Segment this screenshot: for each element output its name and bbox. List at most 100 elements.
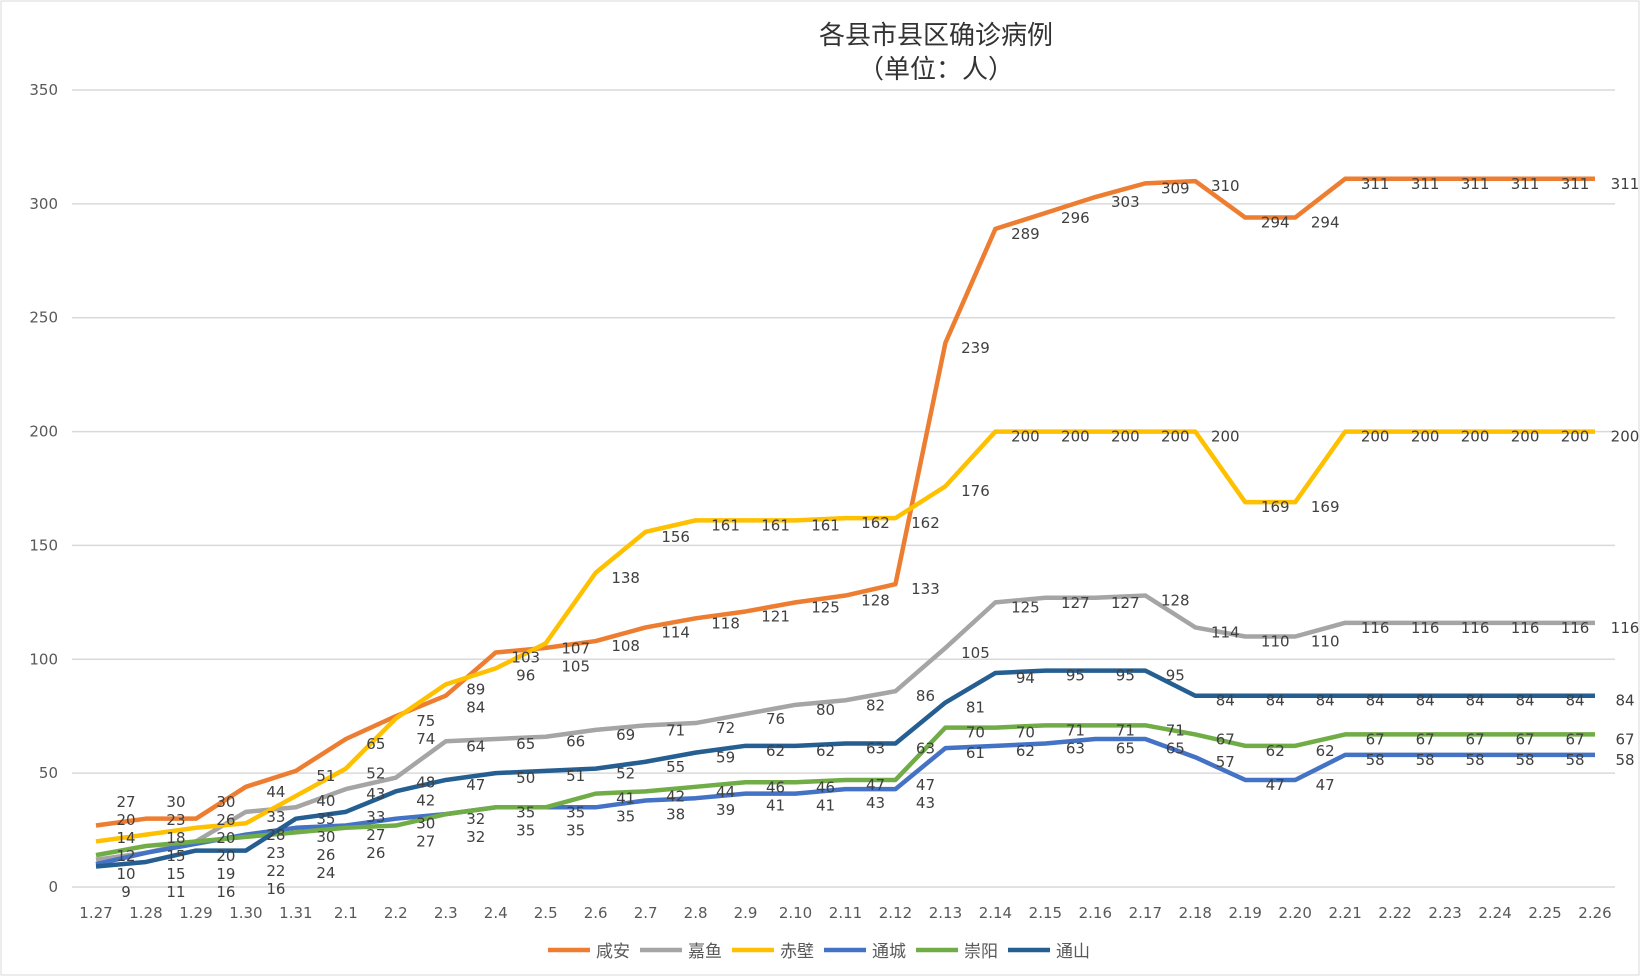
data-label-通山: 94 — [1016, 669, 1035, 687]
legend-item-赤壁: 赤壁 — [732, 942, 814, 962]
data-label-赤壁: 26 — [216, 811, 235, 829]
data-label-赤壁: 96 — [516, 666, 535, 684]
data-label-崇阳: 71 — [1116, 721, 1135, 739]
data-labels: 2720141210930231815151130262020191644332… — [116, 175, 1639, 901]
data-label-赤壁: 161 — [711, 516, 740, 534]
data-label-赤壁: 200 — [1161, 428, 1190, 446]
data-label-通山: 84 — [1615, 692, 1634, 710]
y-tick-label: 300 — [29, 195, 58, 213]
data-label-崇阳: 32 — [466, 828, 485, 846]
data-label-崇阳: 71 — [1166, 721, 1185, 739]
data-label-通山: 42 — [416, 792, 435, 810]
data-label-赤壁: 161 — [761, 516, 790, 534]
data-label-通城: 10 — [116, 865, 135, 883]
data-label-嘉鱼: 128 — [1161, 592, 1190, 610]
y-tick-label: 200 — [29, 423, 58, 441]
x-tick-label: 2.11 — [829, 904, 862, 922]
legend-label: 赤壁 — [780, 942, 814, 962]
x-tick-label: 2.4 — [484, 904, 508, 922]
data-label-咸安: 311 — [1461, 175, 1490, 193]
series-line-咸安 — [95, 176, 1595, 828]
data-label-崇阳: 67 — [1366, 730, 1385, 748]
x-tick-label: 2.25 — [1528, 904, 1561, 922]
data-label-通山: 52 — [616, 765, 635, 783]
y-tick-label: 0 — [48, 878, 58, 896]
legend-label: 嘉鱼 — [688, 942, 722, 962]
data-label-嘉鱼: 116 — [1411, 619, 1440, 637]
data-label-通城: 41 — [766, 796, 785, 814]
series-line-崇阳 — [95, 723, 1595, 858]
data-label-通山: 51 — [566, 767, 585, 785]
data-label-赤壁: 200 — [1561, 428, 1590, 446]
data-label-通城: 35 — [566, 803, 585, 821]
data-label-咸安: 128 — [861, 592, 890, 610]
data-label-通山: 63 — [866, 740, 885, 758]
data-label-嘉鱼: 116 — [1361, 619, 1390, 637]
data-label-咸安: 294 — [1311, 214, 1340, 232]
data-label-嘉鱼: 33 — [266, 808, 285, 826]
x-tick-label: 2.14 — [979, 904, 1012, 922]
data-label-嘉鱼: 110 — [1311, 633, 1340, 651]
data-label-崇阳: 44 — [716, 783, 735, 801]
data-label-崇阳: 46 — [766, 778, 785, 796]
data-label-咸安: 310 — [1211, 177, 1240, 195]
data-label-咸安: 30 — [216, 793, 235, 811]
data-label-通城: 43 — [916, 794, 935, 812]
data-label-嘉鱼: 12 — [116, 847, 135, 865]
data-label-崇阳: 46 — [816, 778, 835, 796]
series-line-嘉鱼 — [95, 593, 1595, 862]
data-label-通城: 63 — [1066, 740, 1085, 758]
data-label-咸安: 65 — [366, 735, 385, 753]
data-label-赤壁: 200 — [1411, 428, 1440, 446]
series-line-赤壁 — [95, 429, 1595, 844]
x-tick-label: 2.1 — [334, 904, 358, 922]
data-label-嘉鱼: 110 — [1261, 633, 1290, 651]
x-tick-label: 2.6 — [584, 904, 608, 922]
data-label-咸安: 114 — [661, 623, 690, 641]
legend-item-通城: 通城 — [824, 942, 906, 962]
data-label-通山: 84 — [1316, 692, 1335, 710]
data-label-崇阳: 26 — [366, 844, 385, 862]
data-label-通城: 65 — [1116, 739, 1135, 757]
data-label-赤壁: 162 — [911, 514, 940, 532]
data-label-通山: 84 — [1266, 692, 1285, 710]
x-tick-label: 2.16 — [1079, 904, 1112, 922]
data-label-通城: 58 — [1466, 751, 1485, 769]
x-tick-label: 2.26 — [1578, 904, 1611, 922]
data-label-通城: 30 — [416, 815, 435, 833]
data-label-通城: 62 — [1016, 742, 1035, 760]
data-label-咸安: 105 — [561, 657, 590, 675]
data-label-嘉鱼: 116 — [1561, 619, 1590, 637]
data-label-通山: 50 — [516, 769, 535, 787]
x-tick-label: 1.30 — [229, 904, 262, 922]
data-label-崇阳: 70 — [1016, 724, 1035, 742]
x-tick-label: 2.5 — [534, 904, 558, 922]
data-label-通山: 16 — [266, 880, 285, 898]
data-label-咸安: 121 — [761, 607, 790, 625]
data-label-通城: 19 — [216, 865, 235, 883]
data-label-赤壁: 200 — [1361, 428, 1390, 446]
data-label-赤壁: 156 — [661, 528, 690, 546]
data-label-赤壁: 176 — [961, 482, 990, 500]
data-label-通山: 95 — [1116, 667, 1135, 685]
gridlines — [72, 89, 1615, 888]
x-tick-label: 1.29 — [179, 904, 212, 922]
legend-label: 通城 — [872, 942, 906, 962]
data-label-嘉鱼: 116 — [1511, 619, 1540, 637]
x-tick-label: 2.19 — [1229, 904, 1262, 922]
data-label-嘉鱼: 20 — [216, 829, 235, 847]
data-label-崇阳: 67 — [1216, 730, 1235, 748]
series-line-通城 — [95, 736, 1595, 867]
x-tick-label: 2.2 — [384, 904, 408, 922]
data-label-通城: 27 — [366, 826, 385, 844]
data-label-嘉鱼: 35 — [316, 810, 335, 828]
data-label-赤壁: 162 — [861, 514, 890, 532]
data-label-崇阳: 67 — [1615, 730, 1634, 748]
x-tick-label: 2.24 — [1478, 904, 1511, 922]
data-label-赤壁: 161 — [811, 516, 840, 534]
data-label-通山: 84 — [1216, 692, 1235, 710]
x-tick-label: 1.31 — [279, 904, 312, 922]
x-tick-label: 2.22 — [1378, 904, 1411, 922]
data-label-通山: 11 — [166, 883, 185, 901]
data-label-赤壁: 200 — [1111, 428, 1140, 446]
